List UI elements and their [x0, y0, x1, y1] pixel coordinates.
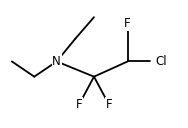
Text: F: F — [76, 98, 82, 111]
Text: F: F — [106, 98, 112, 111]
Text: N: N — [52, 55, 61, 68]
Text: Cl: Cl — [156, 55, 167, 68]
Text: F: F — [124, 17, 131, 30]
